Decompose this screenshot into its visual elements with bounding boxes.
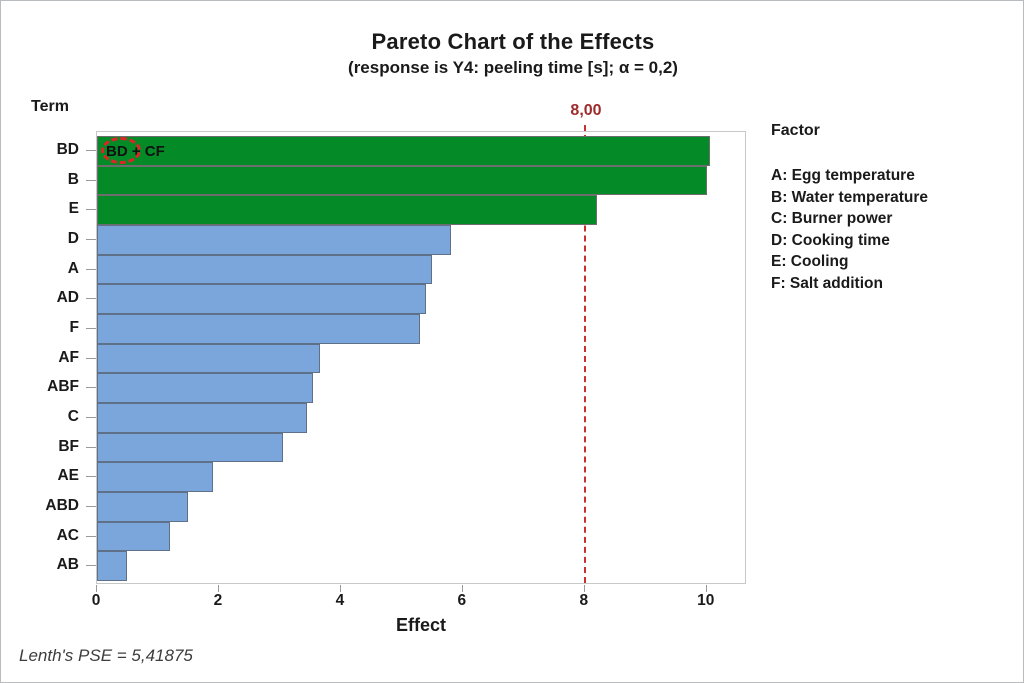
legend-item-A: A: Egg temperature [771, 167, 915, 184]
legend-item-E: E: Cooling [771, 253, 849, 270]
y-axis-labels: BD B E D A AD F AF ABF C BF AE ABD AC AB [1, 131, 79, 584]
footnote: Lenth's PSE = 5,41875 [19, 646, 193, 665]
x-tick-label-2: 2 [213, 592, 223, 609]
reference-line [584, 125, 586, 583]
bar-ABF [97, 373, 314, 403]
bar-AF [97, 343, 320, 374]
bar-AC [97, 521, 171, 552]
y-label-F: F [69, 319, 79, 336]
x-tick-label-8: 8 [579, 592, 589, 609]
bar-F [97, 314, 421, 344]
bar-ABD [97, 492, 189, 522]
x-tick-4 [339, 585, 341, 592]
y-tick-E [86, 209, 96, 211]
bar-annotation: BD + CF [101, 136, 165, 166]
y-tick-ABF [86, 387, 96, 389]
y-label-AE: AE [57, 467, 79, 485]
x-tick-2 [217, 585, 219, 592]
legend-item-B: B: Water temperature [771, 188, 929, 206]
legend-item-C: C: Burner power [771, 210, 893, 227]
reference-line-label: 8,00 [570, 102, 602, 119]
y-tick-BF [86, 446, 96, 448]
bar-AB [97, 551, 128, 581]
x-axis-tick-labels: 0 2 4 6 8 10 [92, 592, 746, 612]
y-tick-BD [86, 149, 96, 151]
plot-area: BD + CF [96, 125, 746, 584]
y-tick-C [86, 416, 96, 418]
legend-item-F: F: Salt addition [771, 274, 883, 292]
x-tick-label-4: 4 [335, 592, 345, 609]
bar-C [97, 403, 308, 433]
bar-E [97, 195, 597, 225]
y-tick-B [86, 179, 96, 181]
y-tick-F [86, 327, 96, 329]
chart-subtitle: (response is Y4: peeling time [s]; α = 0… [348, 58, 678, 77]
bar-A [97, 254, 433, 285]
y-label-AD: AD [56, 289, 79, 307]
y-tick-ABD [86, 505, 96, 507]
y-label-C: C [67, 408, 79, 425]
y-label-B: B [67, 170, 79, 188]
x-tick-6 [461, 585, 463, 592]
x-tick-0 [96, 585, 97, 592]
y-tick-D [86, 238, 96, 240]
x-tick-10 [705, 585, 707, 592]
y-axis-title: Term [31, 98, 69, 115]
y-label-ABF: ABF [47, 378, 79, 396]
legend-item-D: D: Cooking time [771, 231, 890, 249]
y-label-D: D [67, 230, 79, 247]
x-tick-label-6: 6 [457, 592, 467, 609]
y-axis-ticks [86, 131, 96, 584]
y-tick-AE [86, 476, 96, 478]
bar-BD [97, 136, 710, 166]
y-label-BF: BF [58, 437, 79, 455]
y-label-AF: AF [58, 348, 79, 366]
y-label-BD: BD [56, 141, 79, 158]
y-tick-AB [86, 565, 96, 567]
y-tick-AD [86, 298, 96, 300]
legend: Factor A: Egg temperature B: Water temper… [771, 122, 1011, 294]
x-tick-label-10: 10 [697, 592, 715, 609]
bar-AE [97, 462, 213, 492]
legend-items: A: Egg temperature B: Water temperature C:… [771, 165, 1011, 294]
annotation-ellipse-icon [101, 137, 141, 164]
y-label-AC: AC [56, 526, 79, 544]
y-tick-AC [86, 535, 96, 537]
bar-AD [97, 284, 427, 314]
y-label-ABD: ABD [45, 497, 79, 514]
y-tick-A [86, 268, 96, 270]
y-label-A: A [67, 259, 79, 277]
legend-title: Factor [771, 122, 820, 139]
x-axis-title: Effect [395, 615, 446, 635]
x-tick-8 [583, 585, 585, 592]
bar-BF [97, 432, 283, 463]
x-tick-label-0: 0 [91, 592, 101, 609]
y-tick-AF [86, 357, 96, 359]
chart-title: Pareto Chart of the Effects [371, 29, 655, 54]
bar-B [97, 165, 707, 196]
bar-D [97, 225, 451, 255]
y-label-E: E [68, 200, 79, 218]
y-label-AB: AB [56, 556, 79, 574]
x-axis-ticks [96, 584, 746, 592]
